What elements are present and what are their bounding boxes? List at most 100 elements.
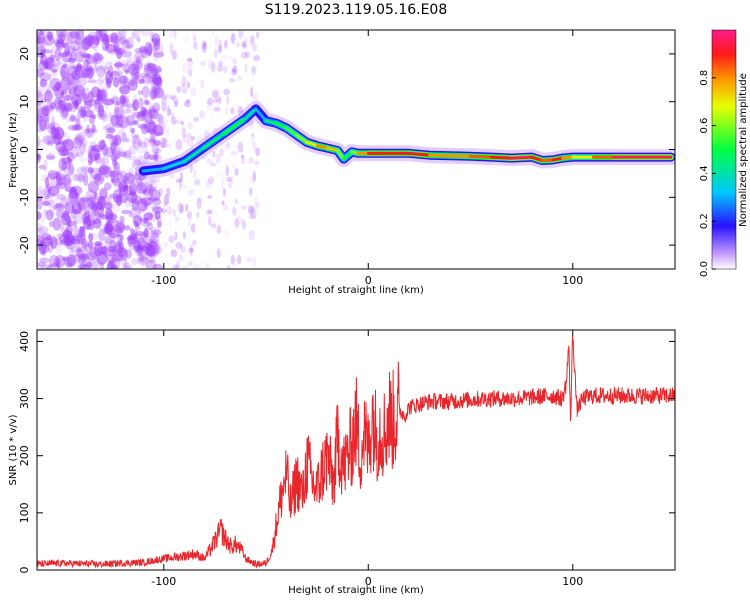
ridge-core <box>325 146 340 152</box>
noise-speckle <box>37 30 48 39</box>
noise-speckle <box>63 160 73 166</box>
noise-speckle <box>46 183 52 194</box>
noise-speckle <box>236 41 241 48</box>
noise-speckle <box>98 104 105 118</box>
noise-speckle <box>250 207 257 219</box>
noise-speckle <box>111 161 118 169</box>
noise-speckle <box>138 78 145 84</box>
noise-speckle <box>63 165 75 177</box>
noise-speckle <box>231 67 236 77</box>
noise-speckle <box>81 139 88 148</box>
noise-speckle <box>131 198 139 211</box>
noise-speckle <box>87 91 94 103</box>
noise-speckle <box>52 126 65 141</box>
noise-speckle <box>67 65 78 80</box>
noise-speckle <box>230 151 238 156</box>
noise-speckle <box>248 229 255 241</box>
noise-speckle <box>116 254 125 262</box>
noise-speckle <box>131 135 136 148</box>
noise-speckle <box>138 49 151 54</box>
noise-speckle <box>151 189 161 202</box>
noise-speckle <box>144 149 152 163</box>
noise-speckle <box>198 110 206 119</box>
noise-speckle <box>113 62 124 68</box>
noise-speckle <box>149 240 158 247</box>
noise-speckle <box>215 172 223 178</box>
noise-speckle <box>168 220 173 230</box>
noise-speckle <box>119 247 128 260</box>
noise-speckle <box>76 103 83 114</box>
noise-speckle <box>39 30 45 36</box>
noise-speckle <box>66 30 79 44</box>
noise-speckle <box>142 110 149 123</box>
noise-speckle <box>219 147 224 157</box>
noise-speckle <box>42 49 53 54</box>
noise-speckle <box>104 235 116 244</box>
noise-speckle <box>87 79 97 84</box>
noise-speckle <box>103 65 110 75</box>
noise-speckle <box>141 108 149 116</box>
noise-speckle <box>106 253 118 264</box>
noise-speckle <box>232 162 236 169</box>
noise-speckle <box>97 203 105 218</box>
noise-speckle <box>46 155 55 160</box>
noise-speckle <box>131 111 144 119</box>
noise-speckle <box>66 156 71 170</box>
noise-speckle <box>50 263 60 268</box>
noise-speckle <box>45 176 50 188</box>
noise-speckle <box>169 94 176 101</box>
noise-speckle <box>125 44 134 49</box>
noise-speckle <box>186 57 193 63</box>
noise-speckle <box>131 31 136 39</box>
noise-speckle <box>54 82 61 90</box>
noise-speckle <box>256 31 260 39</box>
noise-speckle <box>167 142 172 149</box>
noise-speckle <box>43 199 55 206</box>
noise-speckle <box>135 246 144 254</box>
noise-speckle <box>188 261 193 267</box>
noise-speckle <box>165 187 171 197</box>
noise-speckle <box>42 134 54 145</box>
noise-speckle <box>115 171 123 180</box>
noise-speckle <box>201 41 207 53</box>
noise-speckle <box>37 154 42 160</box>
noise-speckle <box>146 128 156 134</box>
noise-speckle <box>122 262 132 269</box>
colorbar-gradient <box>711 29 737 270</box>
noise-speckle <box>151 142 160 155</box>
colorbar-tick-label: 0.0 <box>699 261 710 277</box>
noise-speckle <box>44 135 56 145</box>
noise-speckle <box>116 247 127 257</box>
ridge-core <box>315 144 329 150</box>
noise-speckle <box>136 208 145 214</box>
noise-speckle <box>128 167 134 178</box>
ridge-core <box>254 107 268 123</box>
noise-speckle <box>55 172 66 184</box>
noise-speckle <box>218 60 223 67</box>
noise-speckle <box>113 149 126 158</box>
noise-speckle <box>133 240 142 253</box>
snr-y-tick-label: 200 <box>18 445 31 466</box>
noise-speckle <box>74 51 85 63</box>
noise-speckle <box>94 36 100 46</box>
noise-speckle <box>94 99 99 105</box>
noise-speckle <box>162 143 168 149</box>
noise-speckle <box>119 85 131 95</box>
noise-speckle <box>223 88 230 96</box>
noise-speckle <box>200 60 206 66</box>
noise-speckle <box>37 140 40 149</box>
noise-speckle <box>151 186 157 192</box>
noise-speckle <box>43 59 49 69</box>
noise-speckle <box>76 242 82 253</box>
snr-y-tick-label: 300 <box>18 388 31 409</box>
noise-speckle <box>140 106 147 115</box>
noise-speckle <box>207 194 213 200</box>
snr-y-tick-label: 100 <box>18 502 31 523</box>
spectrogram-y-tick-label: 20 <box>18 47 31 61</box>
noise-speckle <box>212 150 216 158</box>
noise-speckle <box>153 52 164 58</box>
noise-speckle <box>242 219 247 231</box>
noise-speckle <box>77 264 87 269</box>
noise-speckle <box>149 31 155 40</box>
noise-speckle <box>230 107 235 115</box>
